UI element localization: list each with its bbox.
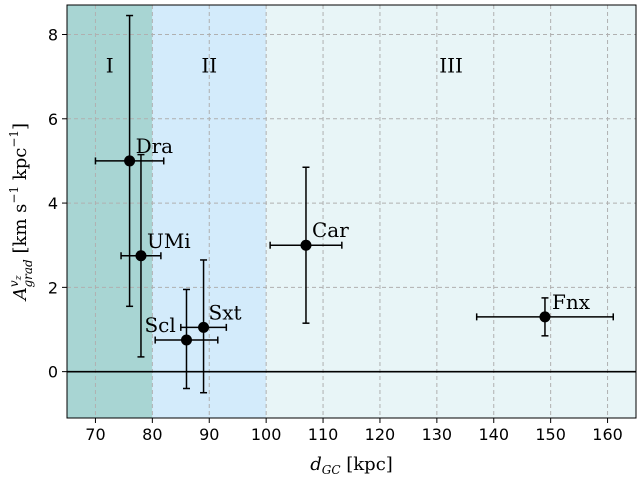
region-label-3: III [439, 53, 463, 77]
y-axis-label-unit-mid: kpc [10, 148, 31, 186]
x-axis-label: dGC [kpc] [310, 454, 393, 477]
y-axis-label-sup: v [7, 280, 21, 287]
y-tick-label: 2 [48, 278, 58, 297]
y-tick-label: 8 [48, 26, 58, 45]
region-label-1: I [106, 53, 114, 77]
x-tick-label: 160 [592, 425, 623, 444]
y-axis-ticks: 0 2 4 6 8 [48, 26, 67, 382]
x-axis-ticks: 70 80 90 100 110 120 130 140 150 160 [85, 418, 623, 444]
x-tick-label: 90 [199, 425, 219, 444]
point-marker [180, 334, 192, 346]
y-axis-label-unit-pre: [km s [10, 204, 31, 260]
point-label: Fnx [552, 290, 591, 314]
point-sxt: Sxt [180, 259, 242, 394]
point-scl: Scl [144, 288, 219, 390]
point-marker [198, 321, 210, 333]
region-labels: I II III [106, 53, 463, 77]
point-car: Car [269, 166, 349, 324]
y-axis-label: Avzgrad [km s−1 kpc−1] [7, 123, 35, 302]
y-axis-label-unit-exp2: −1 [7, 130, 21, 148]
region-band-1 [67, 5, 153, 418]
y-axis-label-unit-post: ] [10, 123, 31, 130]
point-label: Car [312, 218, 349, 242]
x-tick-label: 140 [478, 425, 509, 444]
x-tick-label: 120 [365, 425, 396, 444]
x-axis-label-unit: [kpc] [341, 454, 393, 475]
plot-frame [66, 4, 637, 419]
x-tick-label: 150 [535, 425, 566, 444]
grid-lines [67, 5, 636, 418]
region-label-2: II [201, 53, 217, 77]
x-axis-label-sub: GC [322, 463, 341, 477]
x-tick-label: 100 [251, 425, 282, 444]
x-axis-label-main: d [310, 454, 322, 475]
y-axis-label-unit-exp1: −1 [7, 186, 21, 204]
point-marker [300, 239, 312, 251]
y-axis-label-text: Avzgrad [km s−1 kpc−1] [7, 123, 35, 302]
x-tick-label: 70 [85, 425, 105, 444]
point-umi: UMi [120, 153, 191, 358]
point-marker [135, 250, 147, 262]
point-fnx: Fnx [475, 290, 614, 337]
point-label: Sxt [209, 300, 242, 324]
y-axis-label-sup-sub: z [14, 275, 24, 281]
region-band-3 [266, 5, 636, 418]
point-label: Scl [144, 313, 175, 337]
x-tick-label: 130 [422, 425, 453, 444]
y-tick-label: 4 [48, 194, 58, 213]
x-tick-label: 110 [308, 425, 339, 444]
point-label: UMi [147, 229, 191, 253]
y-tick-label: 6 [48, 110, 58, 129]
y-tick-label: 0 [48, 363, 58, 382]
x-tick-label: 80 [142, 425, 162, 444]
y-axis-label-main: A [10, 287, 31, 302]
point-marker [539, 311, 551, 323]
y-axis-label-sub: grad [21, 259, 35, 288]
point-marker [124, 155, 136, 167]
